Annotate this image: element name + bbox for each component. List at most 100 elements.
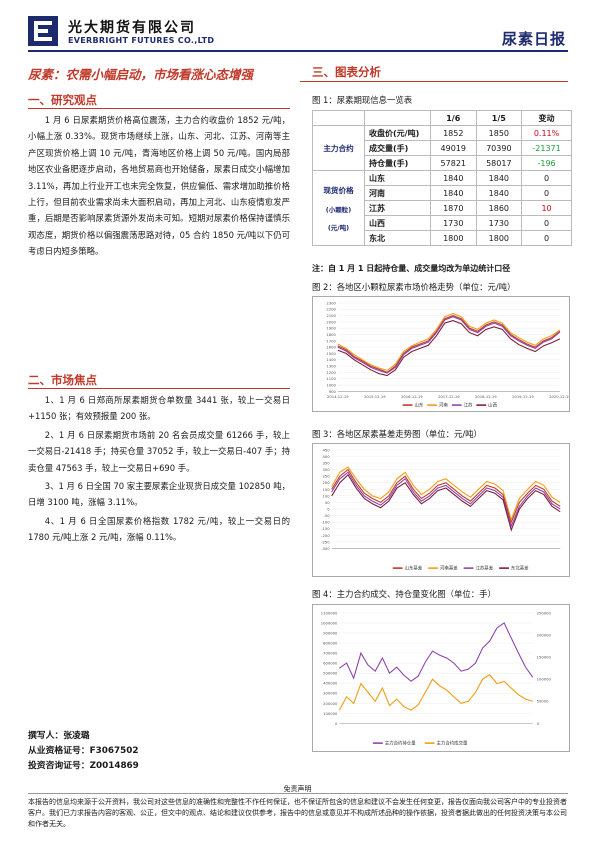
y-tick-label: 600000 [323, 662, 338, 666]
legend-label: 河南 [439, 402, 448, 409]
table-header-cell: 1/6 [430, 110, 477, 126]
series-line-0 [331, 468, 561, 524]
x-tick-label: 2017-12-19 [438, 395, 460, 399]
row-label: 东北 [364, 230, 431, 246]
cell-value: 1730 [475, 215, 523, 231]
x-tick-label: 2019-12-19 [512, 395, 534, 399]
y-tick-label: 2200 [326, 308, 336, 312]
table-header-cell: 变动 [521, 110, 572, 126]
row-label: 收盘价(元/吨) [364, 125, 431, 141]
y-tick-label: 900000 [323, 631, 338, 635]
y-tick-label: 1600 [326, 346, 336, 350]
cell-value: 1860 [475, 200, 523, 216]
regional-price-chart: 2300 2200 2100 2000 1900 1800 1700 1600 1500 1400… [312, 296, 570, 412]
x-tick-label: 2016-12-19 [401, 395, 423, 399]
consulting-number: 投资咨询证号：Z0014869 [28, 761, 139, 771]
legend-label: 山东基差 [405, 565, 423, 572]
legend-label: 江苏 [464, 402, 473, 409]
cell-value: 58017 [475, 155, 523, 171]
research-paragraph: 1 月 6 日尿素期货价格高位震荡，主力合约收盘价 1852 元/吨，小幅上涨 … [28, 115, 290, 257]
y-tick-label: 700000 [323, 652, 338, 656]
y-tick-label: 100000 [323, 712, 338, 716]
x-tick-label: 2020-12-19 [549, 395, 570, 399]
table-row: 东北 1800 1800 0 [313, 230, 572, 246]
company-name-cn: 光大期货有限公司 [68, 20, 196, 36]
y-tick-label: -250 [321, 540, 330, 544]
group-label: 现货价格 [323, 185, 354, 195]
y-tick-label: 400000 [323, 682, 338, 686]
row-label: 山东 [364, 170, 431, 186]
section-chart-title: 三、图表分析 [312, 65, 381, 79]
qualification-number: 从业资格证号：F3067502 [28, 746, 139, 756]
cell-value: 1840 [430, 170, 477, 186]
series-line-0 [339, 622, 534, 682]
y-right-tick-label: 0 [537, 722, 540, 726]
cell-change: 0.11% [521, 125, 572, 141]
legend-label: 主力合约成交量 [437, 740, 468, 747]
cell-value: 1850 [475, 125, 523, 141]
y-tick-label: 2100 [326, 314, 336, 318]
y-tick-label: 200 [323, 481, 331, 485]
row-label: 山西 [364, 215, 431, 231]
section-divider [28, 108, 290, 109]
table-group-label: 现货价格 (小颗粒) (元/吨) [312, 170, 365, 246]
footer-divider [28, 793, 568, 794]
cell-value: 1800 [475, 230, 523, 246]
y-tick-label: 1100 [326, 377, 336, 381]
y-tick-label: 50 [325, 501, 330, 505]
y-right-tick-label: 200000 [537, 633, 552, 637]
cell-value: 1840 [475, 185, 523, 201]
series-line-2 [337, 316, 561, 374]
focus-item: 2、1 月 6 日尿素期货市场前 20 名会员成交量 61266 手，较上一交易… [28, 429, 290, 473]
series-line-1 [331, 466, 561, 522]
headline: 尿素：农需小幅启动，市场看涨心态增强 [28, 67, 254, 82]
y-tick-label: 1000 [326, 384, 336, 388]
cell-change: 0 [521, 230, 572, 246]
y-tick-label: 150 [323, 488, 331, 492]
y-tick-label: 1100000 [321, 611, 338, 615]
y-tick-label: 1900 [326, 327, 336, 331]
cell-value: 70390 [475, 140, 523, 156]
table-header-cell [312, 110, 365, 126]
series-line-3 [337, 320, 561, 377]
table-row: 现货价格 (小颗粒) (元/吨) 山东 1840 1840 0 [312, 170, 572, 246]
y-right-tick-label: 250000 [537, 611, 552, 615]
series-line-3 [331, 473, 561, 532]
series-line-0 [337, 314, 561, 373]
market-focus-body: 1、1 月 6 日郑商所尿素期货仓单数量 3441 张，较上一交易日+1150 … [28, 392, 290, 546]
y-tick-label: 300000 [323, 692, 338, 696]
x-tick-label: 2015-12-19 [364, 395, 386, 399]
series-line-1 [338, 674, 533, 711]
y-tick-label: 100 [323, 494, 331, 498]
fig4-caption: 图 4：主力合约成交、持仓量变化图（单位：手） [312, 589, 496, 599]
y-tick-label: 1800 [326, 333, 336, 337]
cell-change: 10 [521, 200, 572, 216]
legend-label: 山西 [488, 402, 497, 409]
y-tick-label: 1400 [326, 358, 336, 362]
section-divider [28, 388, 290, 389]
cell-change: 0 [521, 170, 572, 186]
y-tick-label: 400 [323, 455, 331, 459]
group-unit: (元/吨) [327, 223, 350, 232]
company-name-en: EVERBRIGHT FUTURES CO.,LTD [68, 36, 215, 45]
cell-value: 49019 [430, 140, 477, 156]
cell-value: 1840 [475, 170, 523, 186]
focus-item: 3、1 月 6 日全国 70 家主要尿素企业现货日成交量 102850 吨，日增… [28, 481, 290, 508]
y-tick-label: 450 [323, 448, 331, 452]
legend-label: 东北基差 [511, 565, 529, 572]
y-tick-label: 1500 [326, 352, 336, 356]
section-research-title: 一、研究观点 [28, 93, 97, 107]
table-header-row: 1/6 1/5 变动 [312, 110, 572, 126]
y-tick-label: 200000 [323, 702, 338, 706]
y-tick-label: -150 [321, 527, 330, 531]
y-tick-label: 500000 [323, 672, 338, 676]
group-sublabel: (小颗粒) [325, 205, 352, 214]
table-note: 注：自 1 月 1 日起持仓量、成交量均改为单边统计口径 [312, 264, 511, 273]
legend-label: 山东 [414, 402, 423, 409]
y-tick-label: 800000 [323, 642, 338, 646]
author-name: 撰写人：张凌璐 [28, 731, 90, 741]
report-title: 尿素日报 [501, 30, 566, 48]
y-tick-label: 1300 [326, 365, 336, 369]
disclaimer-text: 本报告的信息均来源于公开资料，我公司对这些信息的准确性和完整性不作任何保证，也不… [28, 798, 567, 828]
cell-change: -21371 [521, 140, 572, 156]
